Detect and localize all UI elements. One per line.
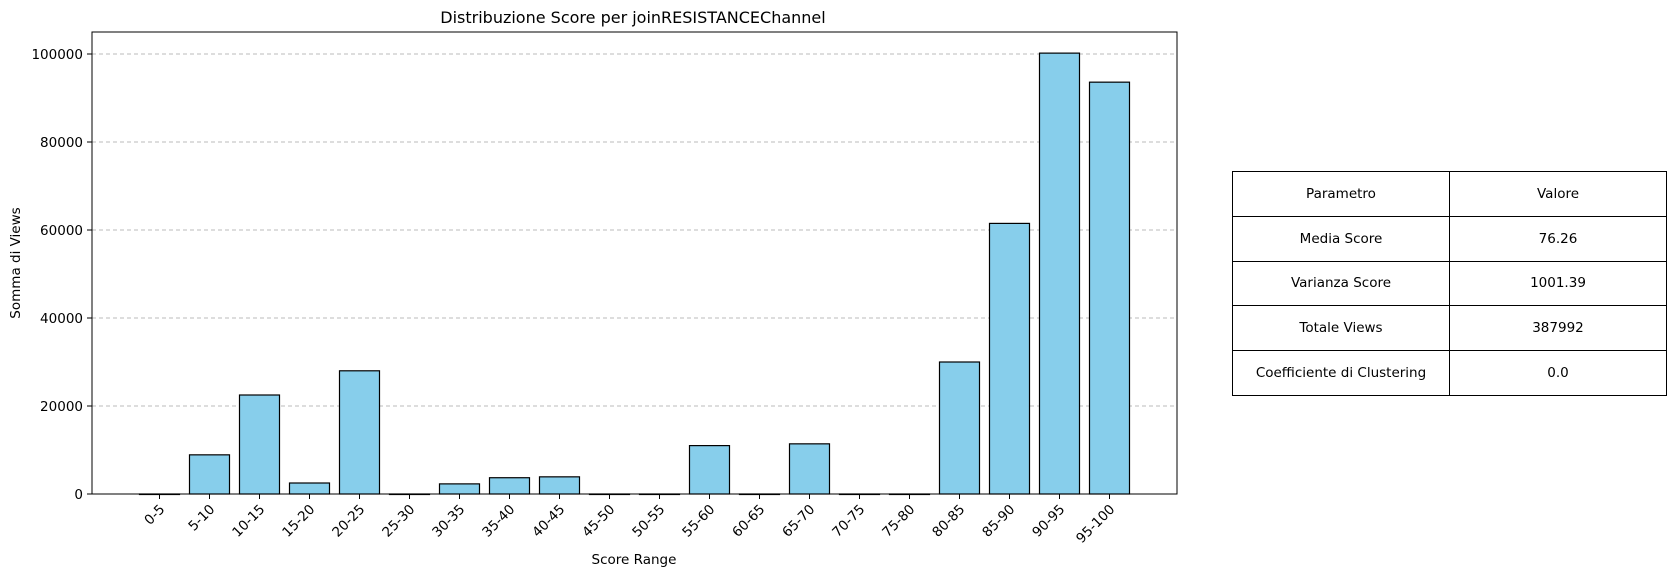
x-tick-label: 75-80 bbox=[879, 502, 918, 541]
y-axis-ticks: 0 20000 40000 60000 80000 100000 bbox=[31, 47, 92, 503]
y-tick-label: 0 bbox=[74, 487, 83, 503]
x-tick-label: 0-5 bbox=[141, 502, 168, 529]
row-param: Varianza Score bbox=[1232, 260, 1450, 307]
x-tick-label: 15-20 bbox=[279, 502, 318, 541]
x-tick-label: 85-90 bbox=[979, 502, 1018, 541]
y-tick-label: 40000 bbox=[40, 311, 83, 327]
x-tick-label: 40-45 bbox=[529, 502, 568, 541]
bars bbox=[138, 52, 1131, 496]
bar bbox=[788, 443, 831, 495]
x-tick-label: 20-25 bbox=[329, 502, 368, 541]
y-tick-label: 60000 bbox=[40, 223, 83, 239]
stats-table: Parametro Valore Media Score 76.26 Varia… bbox=[1232, 171, 1667, 396]
bar bbox=[438, 483, 481, 495]
x-tick-label: 5-10 bbox=[185, 502, 218, 535]
bar bbox=[688, 445, 731, 495]
bar bbox=[1038, 52, 1081, 495]
x-tick-label: 50-55 bbox=[629, 502, 668, 541]
x-tick-label: 95-100 bbox=[1073, 502, 1118, 547]
x-tick-label: 60-65 bbox=[729, 502, 768, 541]
row-value: 1001.39 bbox=[1449, 260, 1667, 307]
row-value: 0.0 bbox=[1449, 350, 1667, 396]
table-header-row: Parametro Valore bbox=[1232, 171, 1667, 217]
bar bbox=[238, 394, 281, 495]
table-row: Totale Views 387992 bbox=[1232, 305, 1667, 352]
bar bbox=[188, 454, 231, 495]
row-value: 387992 bbox=[1449, 305, 1667, 352]
x-tick-label: 45-50 bbox=[579, 502, 618, 541]
x-tick-label: 80-85 bbox=[929, 502, 968, 541]
y-axis-label: Somma di Views bbox=[8, 207, 24, 318]
row-value: 76.26 bbox=[1449, 215, 1667, 262]
plot-frame bbox=[91, 31, 1178, 495]
x-tick-label: 65-70 bbox=[779, 502, 818, 541]
x-tick-label: 35-40 bbox=[479, 502, 518, 541]
x-tick-label: 10-15 bbox=[229, 502, 268, 541]
x-axis-label: Score Range bbox=[592, 552, 677, 568]
header-param: Parametro bbox=[1232, 171, 1450, 217]
x-tick-label: 55-60 bbox=[679, 502, 718, 541]
bar bbox=[938, 361, 981, 495]
bar bbox=[338, 370, 381, 495]
bar bbox=[538, 476, 581, 495]
header-value: Valore bbox=[1449, 171, 1667, 217]
y-tick-label: 80000 bbox=[40, 135, 83, 151]
row-param: Coefficiente di Clustering bbox=[1232, 350, 1450, 396]
bar bbox=[1088, 81, 1131, 495]
x-tick-label: 25-30 bbox=[379, 502, 418, 541]
table-row: Coefficiente di Clustering 0.0 bbox=[1232, 350, 1667, 396]
bar bbox=[488, 477, 531, 495]
x-tick-label: 90-95 bbox=[1029, 502, 1068, 541]
row-param: Media Score bbox=[1232, 215, 1450, 262]
x-tick-label: 70-75 bbox=[829, 502, 868, 541]
chart-title: Distribuzione Score per joinRESISTANCECh… bbox=[440, 8, 825, 27]
table-row: Media Score 76.26 bbox=[1232, 215, 1667, 262]
x-tick-label: 30-35 bbox=[429, 502, 468, 541]
y-tick-label: 100000 bbox=[31, 47, 83, 63]
bar bbox=[988, 222, 1031, 495]
row-param: Totale Views bbox=[1232, 305, 1450, 352]
x-axis-ticks: 0-5 5-10 10-15 15-20 20-25 25-30 30-35 35-40 40-… bbox=[141, 494, 1118, 547]
table-row: Varianza Score 1001.39 bbox=[1232, 260, 1667, 307]
bar bbox=[288, 482, 331, 495]
y-tick-label: 20000 bbox=[40, 399, 83, 415]
